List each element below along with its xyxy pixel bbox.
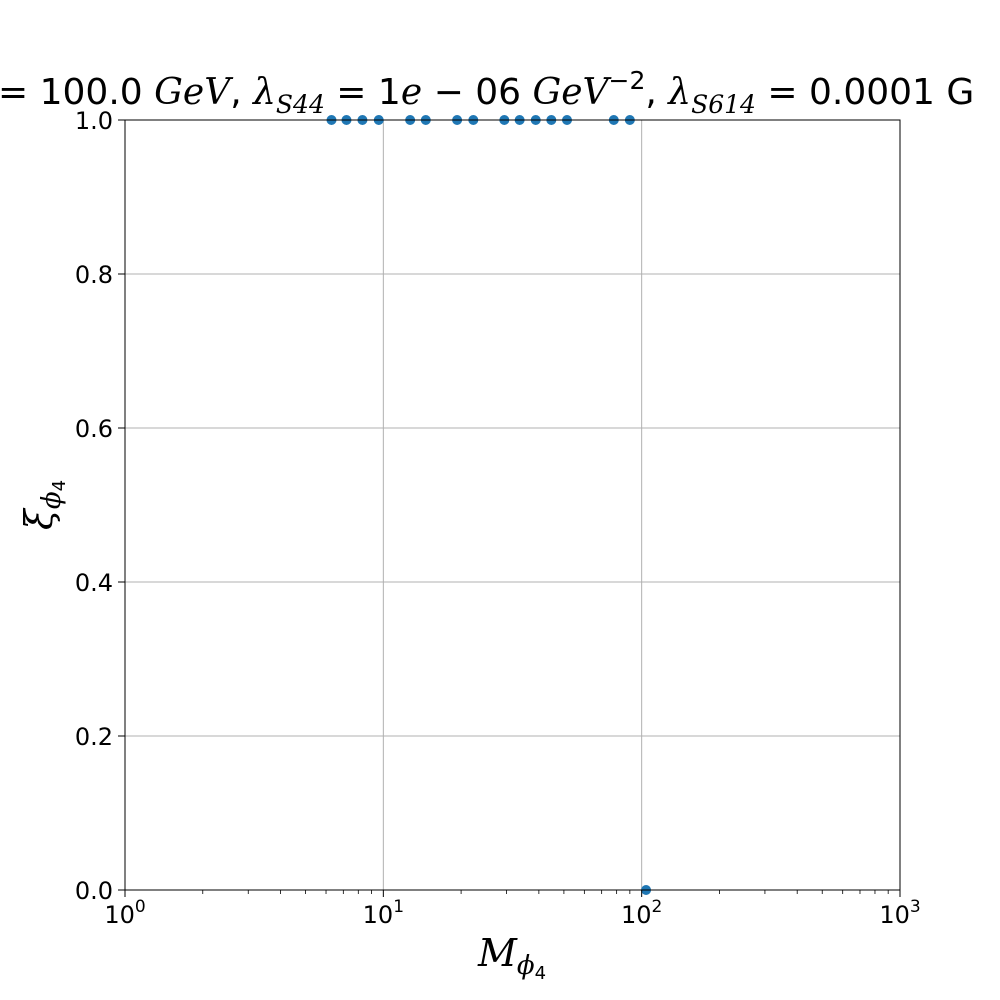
x-tick-label: 101 — [363, 897, 404, 929]
y-tick-label: 0.2 — [75, 723, 113, 751]
axis-ticks: 100 101 102 103 0.0 0.2 0.4 0.6 0.8 1.0 — [75, 107, 921, 929]
y-tick-label: 1.0 — [75, 107, 113, 135]
x-tick-label: 103 — [879, 897, 920, 929]
y-tick-label: 0.8 — [75, 261, 113, 289]
x-tick-label: 102 — [621, 897, 662, 929]
y-axis-label: ξϕ4 — [17, 480, 70, 530]
chart-title: = 100.0 GeV, λS44 = 1e − 06 GeV−2, λS614… — [0, 66, 974, 119]
y-tick-label: 0.0 — [75, 877, 113, 905]
y-tick-label: 0.6 — [75, 415, 113, 443]
y-tick-label: 0.4 — [75, 569, 113, 597]
x-tick-label: 100 — [104, 897, 145, 929]
plot-frame — [124, 119, 901, 891]
x-axis-label: Mϕ4 — [477, 931, 546, 984]
